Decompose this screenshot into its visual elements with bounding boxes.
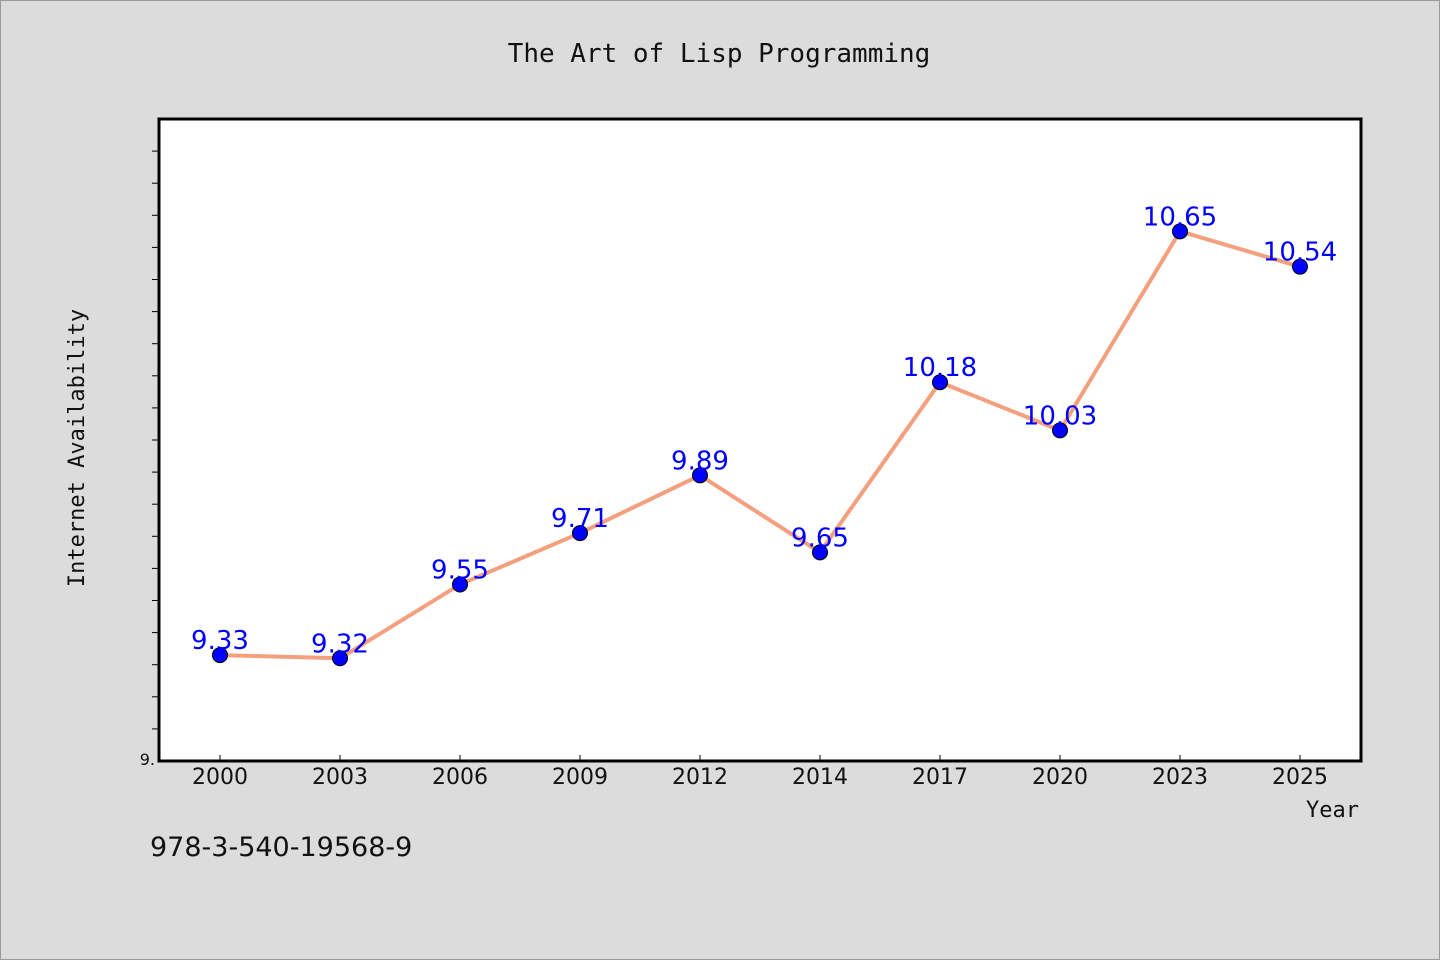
x-axis-label: Year <box>1306 798 1359 823</box>
data-point <box>1292 258 1308 275</box>
x-axis-ticks: 2000 2003 2006 2009 2012 2014 2017 2020 2023 2025 <box>192 755 1328 790</box>
data-point <box>572 525 588 542</box>
chart-title: The Art of Lisp Programming <box>508 39 931 69</box>
data-label: 10.03 <box>1023 401 1097 431</box>
data-label: 9.33 <box>191 626 249 656</box>
data-point <box>812 544 828 561</box>
data-point <box>932 374 948 391</box>
x-tick-label: 2006 <box>432 765 488 790</box>
x-tick-label: 2020 <box>1032 765 1088 790</box>
data-label: 10.18 <box>903 353 977 383</box>
series-line <box>219 229 1301 661</box>
y-tick-label: 9. <box>140 750 155 769</box>
x-tick-label: 2014 <box>792 765 848 790</box>
isbn-caption: 978-3-540-19568-9 <box>150 832 413 863</box>
data-point <box>1172 223 1188 240</box>
data-label: 10.54 <box>1263 238 1337 268</box>
y-axis-ticks <box>152 150 159 730</box>
y-axis-label: Internet Availability <box>65 309 90 587</box>
x-tick-label: 2023 <box>1152 765 1208 790</box>
data-label: 9.71 <box>551 504 609 534</box>
data-label: 9.32 <box>311 629 369 659</box>
data-point <box>332 650 348 667</box>
data-point <box>452 576 468 593</box>
data-label: 9.89 <box>671 446 729 476</box>
x-tick-label: 2017 <box>912 765 968 790</box>
data-point <box>212 647 228 664</box>
series-markers <box>212 223 1308 667</box>
x-tick-label: 2000 <box>192 765 248 790</box>
x-tick-label: 2025 <box>1272 765 1328 790</box>
x-tick-label: 2009 <box>552 765 608 790</box>
data-label: 10.65 <box>1143 202 1217 232</box>
plot-area <box>157 117 1363 763</box>
data-point <box>692 467 708 484</box>
data-labels: 9.33 9.32 9.55 9.71 9.89 9.65 10.18 10.03 10.65 1… <box>191 202 1337 659</box>
data-label: 9.55 <box>431 555 489 585</box>
data-point <box>1052 422 1068 439</box>
x-tick-label: 2012 <box>672 765 728 790</box>
x-tick-label: 2003 <box>312 765 368 790</box>
data-label: 9.65 <box>791 523 849 553</box>
